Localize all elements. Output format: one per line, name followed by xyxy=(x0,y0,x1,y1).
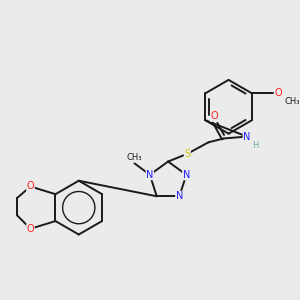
Text: N: N xyxy=(146,170,154,180)
Text: H: H xyxy=(252,141,258,150)
Text: O: O xyxy=(27,224,34,234)
Text: O: O xyxy=(275,88,283,98)
Text: N: N xyxy=(243,132,250,142)
Text: N: N xyxy=(183,170,190,180)
Text: S: S xyxy=(184,149,190,159)
Text: O: O xyxy=(27,182,34,191)
Text: CH₃: CH₃ xyxy=(284,97,300,106)
Text: CH₃: CH₃ xyxy=(127,153,142,162)
Text: N: N xyxy=(176,191,183,201)
Text: O: O xyxy=(210,111,218,122)
